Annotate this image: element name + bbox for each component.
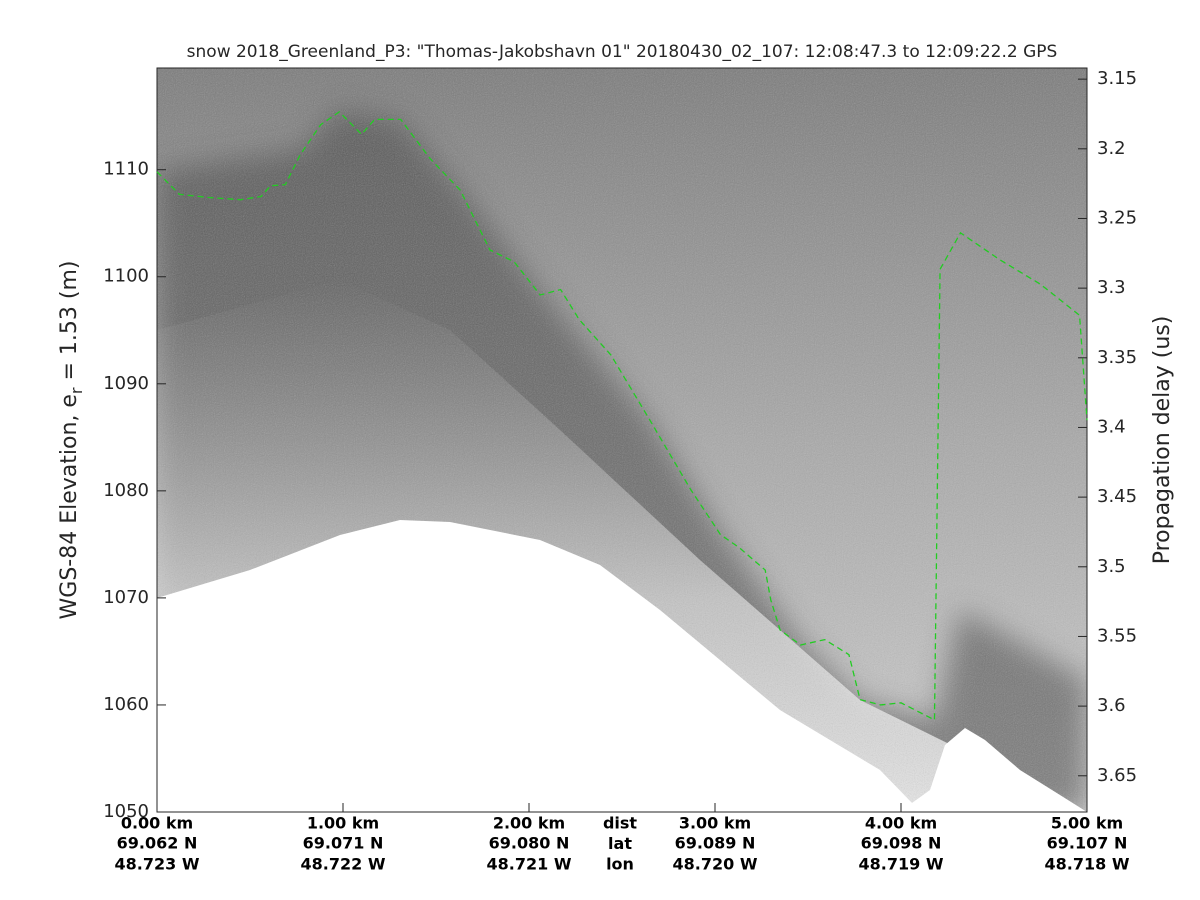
- x-tick-lon: 48.721 W: [487, 855, 572, 874]
- x-tick-lon: 48.719 W: [859, 855, 944, 874]
- x-tick-label: 5.00 km: [1051, 814, 1123, 833]
- y-tick-label: 1080: [103, 480, 149, 501]
- y-axis-label: WGS-84 Elevation, er = 1.53 (m): [57, 261, 86, 620]
- surface-line: [156, 111, 1088, 721]
- x-tick-lat: 69.062 N: [117, 834, 198, 853]
- y-tick-label: 1070: [103, 587, 149, 608]
- y2-tick-label: 3.55: [1097, 625, 1137, 646]
- y-tick-label: 1050: [103, 801, 149, 822]
- y2-tick-label: 3.35: [1097, 347, 1137, 368]
- chart-title: snow 2018_Greenland_P3: "Thomas-Jakobsha…: [187, 42, 1058, 62]
- y-label-part: = 1.53 (m): [57, 261, 82, 388]
- y-tick-label: 1060: [103, 694, 149, 715]
- x-row-header: lon: [606, 855, 634, 874]
- x-tick-label: 4.00 km: [865, 814, 937, 833]
- x-row-header: lat: [608, 834, 632, 853]
- x-tick-label: 0.00 km: [121, 814, 193, 833]
- x-tick-label: 2.00 km: [493, 814, 565, 833]
- x-row-header: dist: [603, 814, 637, 833]
- x-tick-label: 1.00 km: [307, 814, 379, 833]
- y2-tick-label: 3.5: [1097, 556, 1126, 577]
- y-label-sub: r: [67, 387, 86, 394]
- y2-axis-label: Propagation delay (us): [1150, 316, 1175, 565]
- y-tick-label: 1110: [103, 159, 149, 180]
- x-tick-lon: 48.720 W: [673, 855, 758, 874]
- y-tick-label: 1100: [103, 266, 149, 287]
- x-tick-lat: 69.098 N: [861, 834, 942, 853]
- echogram-image: [157, 68, 1087, 812]
- y2-tick-label: 3.65: [1097, 765, 1137, 786]
- x-tick-lon: 48.723 W: [115, 855, 200, 874]
- x-tick-label: 3.00 km: [679, 814, 751, 833]
- y2-tick-label: 3.15: [1097, 68, 1137, 89]
- x-tick-lon: 48.718 W: [1045, 855, 1130, 874]
- x-tick-lat: 69.107 N: [1047, 834, 1128, 853]
- y-tick-label: 1090: [103, 373, 149, 394]
- x-tick-lon: 48.722 W: [301, 855, 386, 874]
- y2-tick-label: 3.3: [1097, 277, 1126, 298]
- y2-tick-label: 3.6: [1097, 695, 1126, 716]
- plot-frame: [156, 67, 1088, 813]
- x-tick-lat: 69.080 N: [489, 834, 570, 853]
- x-tick-lat: 69.071 N: [303, 834, 384, 853]
- y2-tick-label: 3.2: [1097, 138, 1126, 159]
- y-label-part: WGS-84 Elevation, e: [57, 394, 82, 619]
- y2-tick-label: 3.25: [1097, 207, 1137, 228]
- y2-tick-label: 3.4: [1097, 416, 1126, 437]
- y2-tick-label: 3.45: [1097, 486, 1137, 507]
- x-tick-lat: 69.089 N: [675, 834, 756, 853]
